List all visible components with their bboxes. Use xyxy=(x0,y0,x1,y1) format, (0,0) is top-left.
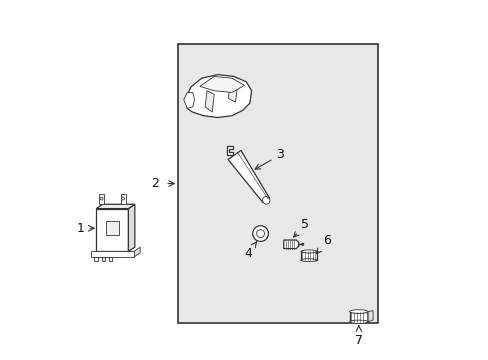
Text: 1: 1 xyxy=(77,222,84,235)
Bar xyxy=(108,257,112,261)
Circle shape xyxy=(252,226,268,242)
Polygon shape xyxy=(96,204,135,208)
Polygon shape xyxy=(134,247,140,257)
Ellipse shape xyxy=(262,197,269,204)
Ellipse shape xyxy=(349,310,367,314)
Polygon shape xyxy=(183,93,194,109)
Polygon shape xyxy=(128,204,135,251)
Bar xyxy=(349,311,367,322)
Bar xyxy=(300,252,316,260)
Bar xyxy=(91,251,134,257)
Polygon shape xyxy=(185,75,251,117)
Circle shape xyxy=(301,243,303,246)
Text: 6: 6 xyxy=(316,234,330,254)
Bar xyxy=(102,257,105,261)
Polygon shape xyxy=(99,194,104,204)
Ellipse shape xyxy=(300,259,316,261)
Polygon shape xyxy=(228,84,237,102)
Polygon shape xyxy=(121,194,125,204)
Circle shape xyxy=(256,230,264,238)
Bar xyxy=(94,257,98,261)
Text: 3: 3 xyxy=(255,148,284,169)
Ellipse shape xyxy=(349,320,367,323)
Text: 2: 2 xyxy=(151,177,159,190)
Polygon shape xyxy=(205,91,214,112)
Polygon shape xyxy=(227,150,269,203)
Polygon shape xyxy=(283,240,298,249)
Polygon shape xyxy=(367,311,372,322)
Polygon shape xyxy=(226,146,233,155)
Circle shape xyxy=(100,197,103,200)
Text: 4: 4 xyxy=(244,242,256,260)
Bar xyxy=(96,208,128,251)
Circle shape xyxy=(122,197,124,200)
Ellipse shape xyxy=(300,250,316,253)
Bar xyxy=(105,221,119,235)
Bar xyxy=(178,44,378,323)
Text: 5: 5 xyxy=(293,218,308,237)
Polygon shape xyxy=(200,76,244,93)
Text: 7: 7 xyxy=(354,334,362,347)
